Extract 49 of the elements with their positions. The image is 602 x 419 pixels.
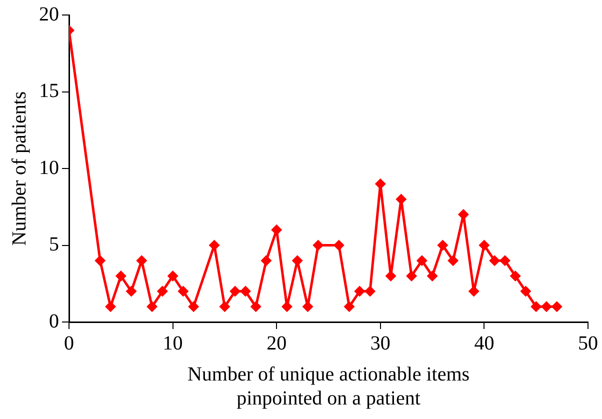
x-tick-label: 20 (266, 332, 287, 354)
point (115, 270, 126, 282)
point (219, 301, 230, 312)
point (510, 270, 521, 282)
x-tick-label: 40 (474, 332, 494, 354)
point (126, 286, 137, 297)
x-tick-label: 50 (578, 332, 598, 354)
point (489, 255, 500, 266)
point (448, 255, 459, 266)
point (426, 270, 438, 282)
x-tick-label: 30 (370, 332, 390, 354)
y-tick-label: 10 (39, 156, 59, 179)
y-tick-label: 0 (49, 310, 59, 332)
point (530, 301, 542, 312)
point (240, 286, 251, 297)
point (406, 270, 418, 282)
point (230, 286, 241, 297)
point (146, 301, 158, 312)
point (364, 286, 376, 297)
point (478, 240, 490, 251)
point (551, 301, 562, 312)
point (250, 301, 262, 312)
point (540, 301, 552, 312)
point (260, 255, 272, 266)
point (136, 255, 148, 266)
point (271, 224, 282, 236)
y-tick-label: 20 (39, 3, 59, 26)
point (354, 286, 366, 297)
point (374, 178, 386, 190)
y-tick-label: 15 (39, 80, 59, 102)
point (167, 270, 178, 282)
point (437, 240, 448, 251)
x-tick-label: 0 (64, 332, 74, 354)
point (105, 301, 116, 312)
point (333, 240, 344, 251)
point (499, 255, 510, 266)
point (416, 255, 428, 266)
point (94, 255, 106, 266)
y-tick-label: 5 (49, 234, 59, 256)
point (178, 286, 189, 297)
y-axis-title: Number of patients (8, 91, 30, 246)
point (281, 301, 292, 312)
point (156, 286, 168, 297)
point (188, 301, 200, 312)
point (520, 286, 532, 297)
point (344, 301, 355, 312)
x-tick-label: 10 (162, 332, 183, 354)
x-axis-title: Number of unique actionable items pinpointed on a patient (187, 363, 470, 410)
point (312, 240, 324, 251)
